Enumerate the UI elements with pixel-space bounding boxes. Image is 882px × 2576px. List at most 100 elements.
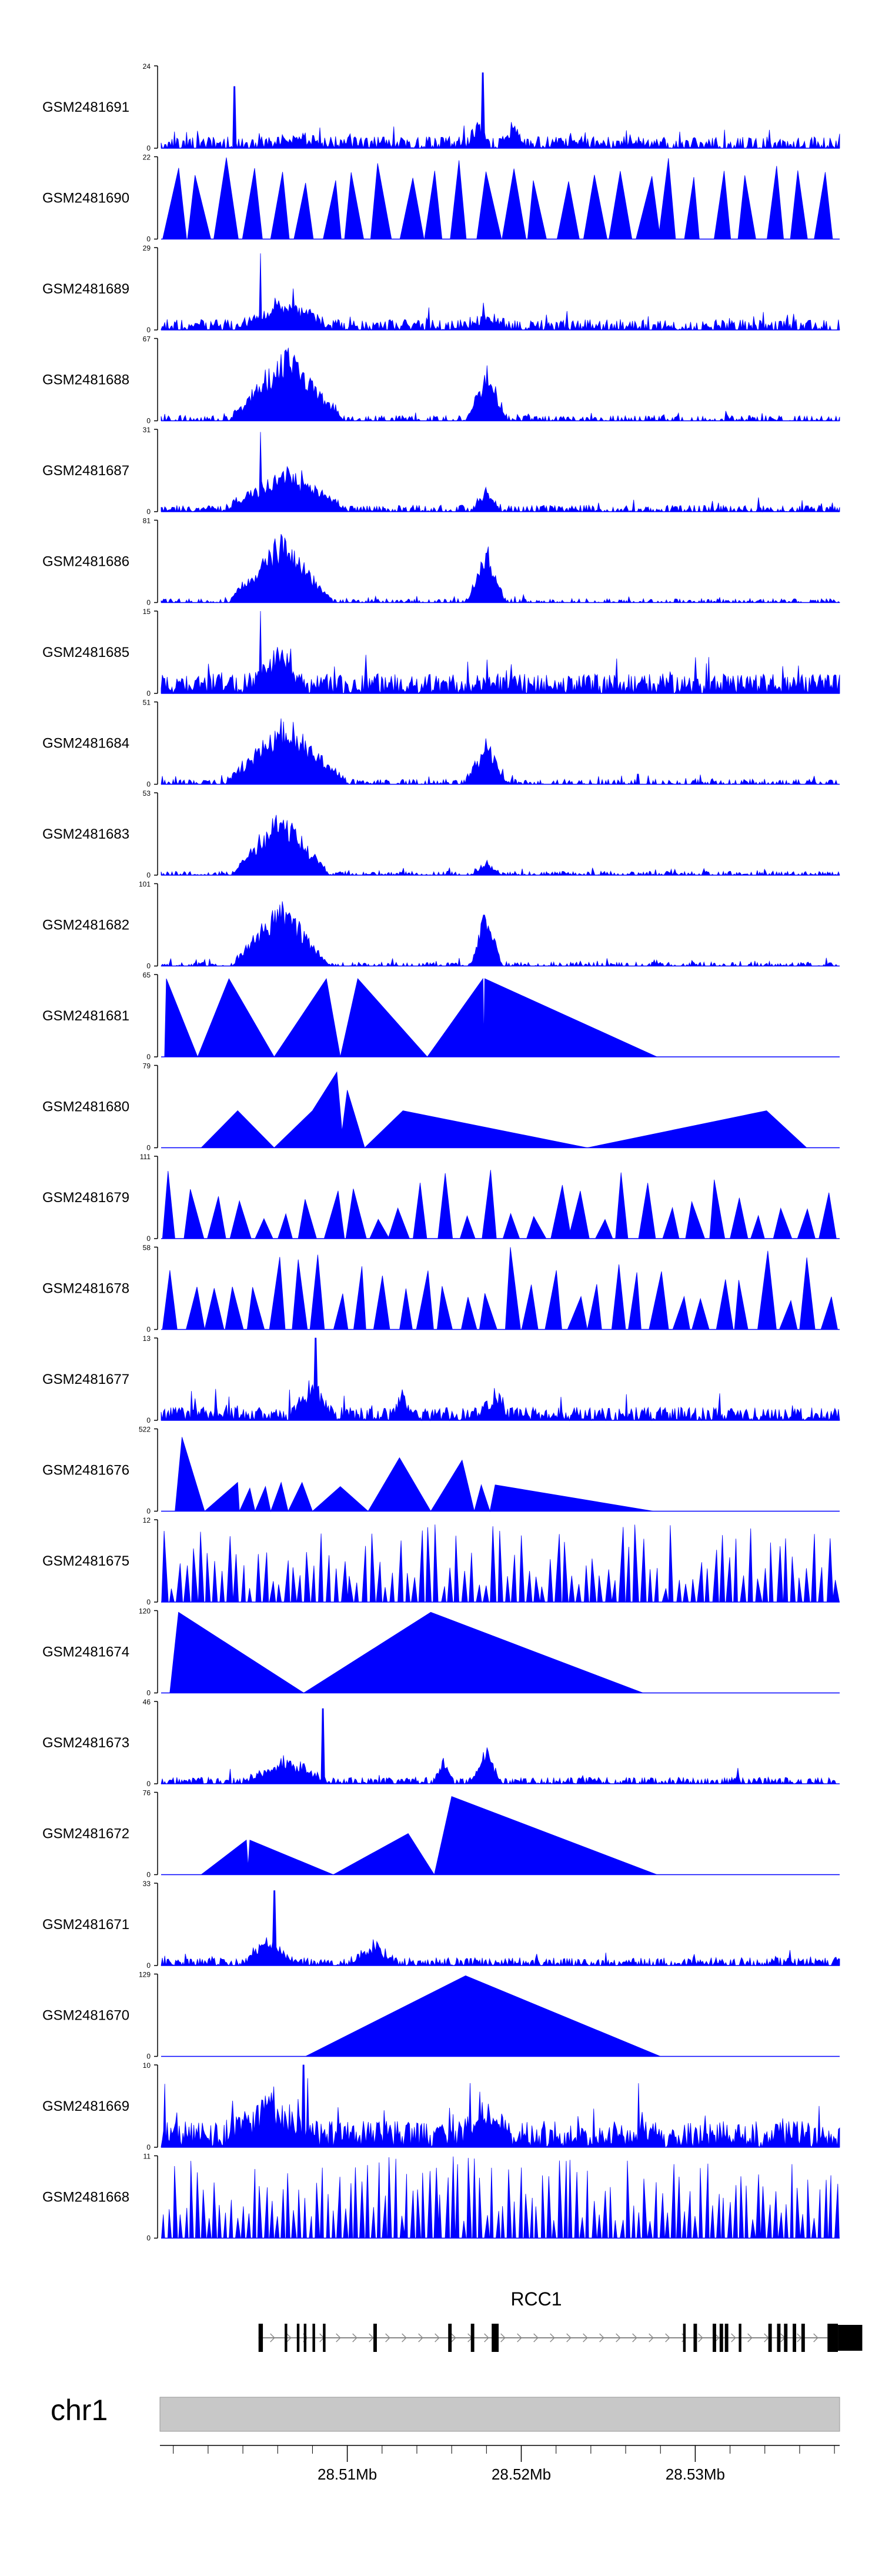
track-ymin-label: 0 [146, 1598, 151, 1606]
track-label: GSM2481677 [42, 1372, 129, 1387]
signal-area [161, 1524, 840, 1603]
track-ymin-label: 0 [146, 962, 151, 970]
track-ymax-label: 76 [143, 1789, 151, 1797]
track-GSM2481681: GSM2481681 65 0 [42, 971, 840, 1061]
track-ymin-label: 0 [146, 235, 151, 243]
strand-arrow [616, 2333, 621, 2343]
track-label: GSM2481668 [42, 2190, 129, 2205]
track-ymin-label: 0 [146, 1144, 151, 1152]
strand-arrow [336, 2333, 341, 2343]
signal-tracks: GSM2481691240GSM2481690220GSM2481689290G… [42, 62, 841, 2243]
gene-label: RCC1 [510, 2288, 562, 2310]
strand-arrow [500, 2333, 506, 2343]
track-GSM2481669: GSM2481669 10 0 [42, 2061, 840, 2151]
track-label: GSM2481669 [42, 2098, 129, 2114]
strand-arrow [352, 2333, 358, 2343]
exon-block [470, 2324, 475, 2352]
strand-arrow [813, 2333, 818, 2343]
strand-arrow [484, 2333, 489, 2343]
track-label: GSM2481688 [42, 372, 129, 388]
exon-block [712, 2324, 716, 2352]
track-ymin-label: 0 [146, 871, 151, 879]
track-label: GSM2481676 [42, 1463, 129, 1479]
track-ymin-label: 0 [146, 599, 151, 607]
axis-tick-label: 28.52Mb [492, 2465, 551, 2483]
track-label: GSM2481690 [42, 191, 129, 206]
signal-area [200, 1796, 657, 1876]
track-ymax-label: 33 [143, 1880, 151, 1888]
track-ymin-label: 0 [146, 1689, 151, 1697]
strand-arrow [731, 2333, 736, 2343]
track-ymax-label: 129 [139, 1971, 151, 1979]
strand-arrow [385, 2333, 390, 2343]
track-ymin-label: 0 [146, 144, 151, 152]
track-ymin-label: 0 [146, 1871, 151, 1879]
track-ymin-label: 0 [146, 1507, 151, 1516]
track-label: GSM2481682 [42, 917, 129, 933]
signal-area [161, 157, 840, 239]
track-ymax-label: 81 [143, 517, 151, 525]
signal-area [161, 533, 841, 603]
track-GSM2481673: GSM2481673 46 0 [42, 1698, 840, 1788]
track-ymax-label: 67 [143, 335, 151, 343]
track-ymax-label: 65 [143, 971, 151, 979]
track-ymax-label: 22 [143, 154, 151, 162]
track-label: GSM2481678 [42, 1281, 129, 1297]
track-label: GSM2481687 [42, 463, 129, 479]
strand-arrow [566, 2333, 572, 2343]
track-ymax-label: 53 [143, 789, 151, 798]
track-GSM2481680: GSM2481680 79 0 [42, 1062, 840, 1152]
exon-block [323, 2324, 326, 2352]
track-GSM2481670: GSM2481670 129 0 [42, 1971, 840, 2061]
track-GSM2481682: GSM2481682 101 0 [42, 880, 840, 970]
strand-arrow [747, 2333, 753, 2343]
axis-tick-label: 28.53Mb [666, 2465, 725, 2483]
track-GSM2481686: GSM2481686 81 0 [42, 517, 841, 607]
track-label: GSM2481686 [42, 554, 129, 570]
track-ymax-label: 29 [143, 244, 151, 252]
track-GSM2481679: GSM2481679 111 0 [42, 1153, 840, 1243]
track-GSM2481676: GSM2481676 522 0 [42, 1426, 840, 1516]
track-ymin-label: 0 [146, 508, 151, 516]
track-ymax-label: 24 [143, 62, 151, 71]
track-GSM2481688: GSM2481688 67 0 [42, 335, 840, 425]
track-ymax-label: 51 [143, 699, 151, 707]
track-ymax-label: 15 [143, 608, 151, 616]
track-ymin-label: 0 [146, 689, 151, 698]
signal-area [161, 1170, 840, 1239]
track-label: GSM2481683 [42, 826, 129, 842]
exon-block [296, 2324, 300, 2352]
axis-tick-label: 28.51Mb [318, 2465, 377, 2483]
track-GSM2481684: GSM2481684 51 0 [42, 699, 840, 789]
exon-block [724, 2324, 729, 2352]
signal-area [161, 1890, 840, 1967]
exon-block [303, 2324, 307, 2352]
track-label: GSM2481674 [42, 1644, 129, 1660]
track-ymin-label: 0 [146, 1416, 151, 1424]
signal-area [161, 1247, 840, 1330]
exon-block [312, 2324, 315, 2352]
signal-area [161, 901, 840, 967]
track-ymax-label: 11 [143, 2153, 151, 2161]
exon-block [739, 2324, 741, 2352]
track-GSM2481674: GSM2481674 120 0 [42, 1607, 840, 1697]
track-GSM2481683: GSM2481683 53 0 [42, 789, 840, 879]
signal-area [169, 1611, 643, 1693]
track-ymax-label: 111 [140, 1153, 151, 1161]
exon-block [683, 2324, 686, 2352]
strand-arrow [632, 2333, 637, 2343]
exon-block [258, 2324, 263, 2352]
track-GSM2481677: GSM2481677 13 0 [42, 1334, 840, 1424]
track-GSM2481690: GSM2481690 22 0 [42, 154, 840, 243]
exon-block [768, 2324, 772, 2352]
exon-block [801, 2324, 805, 2352]
track-label: GSM2481679 [42, 1190, 129, 1206]
track-ymax-label: 13 [143, 1334, 151, 1343]
gene-model: RCC1 [258, 2288, 863, 2352]
exon-block [492, 2324, 499, 2352]
track-ymax-label: 120 [139, 1607, 151, 1616]
strand-arrow [599, 2333, 604, 2343]
strand-arrow [698, 2333, 703, 2343]
exon-block [373, 2324, 377, 2352]
track-label: GSM2481689 [42, 281, 129, 297]
